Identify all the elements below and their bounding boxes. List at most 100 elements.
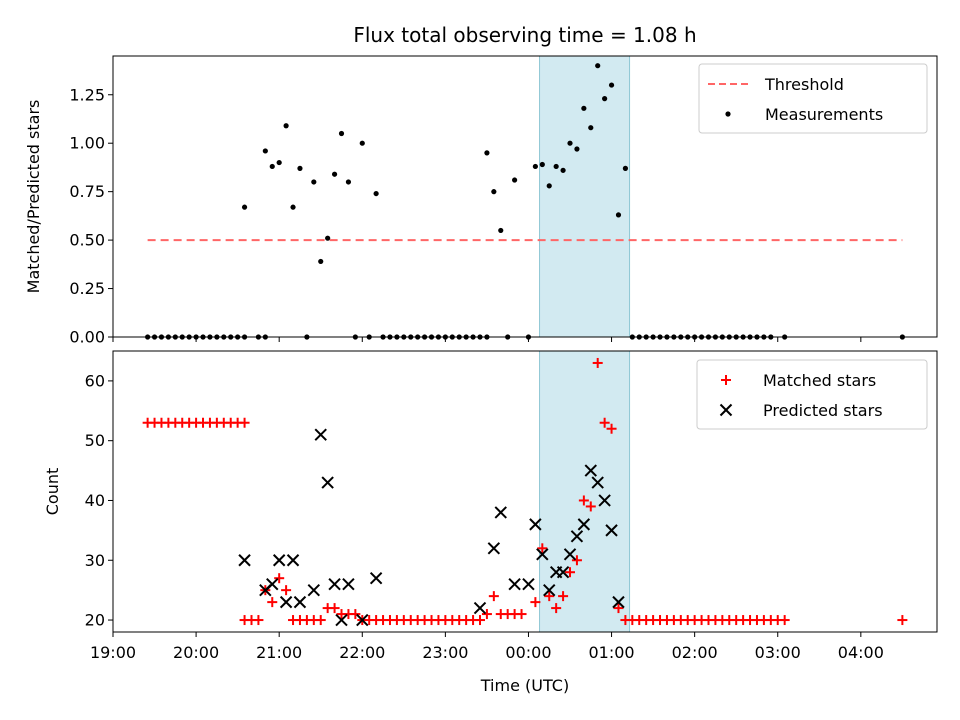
matched-point	[488, 591, 499, 602]
y-tick-label: 1.25	[69, 85, 105, 104]
legend-predicted-swatch	[719, 403, 733, 417]
matched-point	[267, 597, 278, 608]
predicted-point	[591, 476, 604, 489]
predicted-point	[473, 601, 487, 615]
y-axis-label: Matched/Predicted stars	[24, 100, 43, 294]
matched-point	[592, 357, 603, 368]
matched-point	[281, 585, 292, 596]
predicted-point	[314, 428, 327, 441]
y-tick-label: 40	[85, 491, 105, 510]
x-tick-label: 21:00	[256, 643, 302, 662]
matched-point	[565, 567, 576, 578]
x-tick-label: 22:00	[339, 643, 385, 662]
measurement-point	[615, 212, 622, 218]
measurement-point	[290, 204, 296, 210]
legend: Threshold Measurements	[698, 63, 928, 134]
y-tick-label: 0.75	[69, 182, 105, 201]
matched-point	[578, 495, 589, 506]
matched-point	[558, 591, 569, 602]
predicted-point	[494, 506, 507, 519]
predicted-point	[307, 583, 321, 597]
measurement-point	[546, 183, 552, 189]
matched-point	[481, 609, 492, 620]
matched-point	[544, 591, 555, 602]
x-tick-label: 00:00	[505, 643, 551, 662]
y-tick-label: 20	[85, 611, 105, 630]
predicted-point	[328, 577, 341, 591]
measurement-point	[498, 227, 504, 234]
measurement-point	[359, 140, 365, 146]
y-tick-label: 0.50	[69, 231, 105, 250]
matched-point	[274, 573, 285, 584]
x-tick-label: 20:00	[173, 643, 219, 662]
chart-title: Flux total observing time = 1.08 h	[353, 23, 696, 47]
legend-measurements-swatch	[725, 111, 731, 117]
x-tick-label: 01:00	[588, 643, 634, 662]
plot-frame	[112, 350, 938, 633]
predicted-point	[335, 613, 348, 627]
matched-point	[253, 615, 264, 626]
matched-point	[571, 555, 582, 566]
measurement-point	[512, 177, 518, 183]
predicted-point	[522, 577, 535, 591]
legend-label-matched: Matched stars	[763, 371, 876, 390]
measurement-point	[567, 140, 573, 146]
measurement-point	[539, 161, 545, 168]
predicted-point	[598, 494, 611, 507]
highlight-span	[539, 350, 631, 633]
measurement-point	[622, 165, 629, 171]
predicted-point	[570, 530, 584, 543]
measurement-point	[262, 148, 268, 154]
measurement-point	[297, 165, 303, 171]
matched-point	[530, 597, 541, 608]
predicted-point	[536, 548, 549, 561]
measurement-point	[276, 159, 282, 166]
y-tick-label: 0.00	[69, 328, 105, 347]
matched-point	[585, 501, 596, 512]
x-tick-label: 23:00	[422, 643, 468, 662]
predicted-point	[605, 524, 618, 537]
matched-point	[606, 423, 617, 434]
measurement-point	[595, 63, 601, 69]
measurement-point	[602, 96, 608, 102]
measurement-point	[532, 163, 538, 170]
x-axis-ticks	[112, 337, 862, 342]
matched-point	[779, 615, 790, 626]
matched-point	[599, 417, 610, 428]
measurement-point	[574, 146, 580, 152]
measurement-point	[283, 123, 289, 129]
matched-point	[329, 603, 340, 614]
legend-plus-marker	[721, 375, 731, 385]
predicted-point	[293, 595, 307, 609]
predicted-point	[563, 548, 577, 561]
matched-point	[350, 609, 361, 620]
predicted-point	[238, 554, 251, 567]
legend-x-marker	[719, 403, 733, 417]
y-axis-ticks: 0.00 0.25 0.50 0.75 1.00 1.25	[69, 85, 113, 347]
y-axis-label: Count	[43, 468, 62, 516]
matched-point	[516, 609, 527, 620]
predicted-point	[286, 554, 300, 567]
x-tick-label: 02:00	[672, 643, 718, 662]
matched-point	[239, 417, 250, 428]
measurement-point	[560, 167, 566, 173]
x-axis-ticks: 19:00 20:00 21:00 22:00 23:00 00:00 01:00 02:00…	[90, 632, 884, 662]
predicted-point	[369, 571, 383, 585]
measurement-point	[484, 150, 490, 156]
legend-label-predicted: Predicted stars	[763, 401, 883, 420]
predicted-point	[321, 476, 334, 489]
legend-label-threshold: Threshold	[764, 75, 844, 94]
measurement-point	[331, 171, 338, 177]
predicted-point	[577, 518, 591, 531]
matched-point	[315, 615, 326, 626]
predicted-point	[584, 464, 597, 477]
legend: Matched stars Predicted stars	[696, 359, 928, 430]
matched-stars-series	[142, 357, 908, 626]
y-tick-label: 1.00	[69, 134, 105, 153]
predicted-point	[508, 577, 521, 591]
legend-box	[698, 63, 928, 134]
measurement-point	[581, 105, 587, 111]
predicted-point	[266, 577, 279, 591]
legend-box	[696, 359, 928, 430]
measurement-point	[345, 179, 352, 185]
